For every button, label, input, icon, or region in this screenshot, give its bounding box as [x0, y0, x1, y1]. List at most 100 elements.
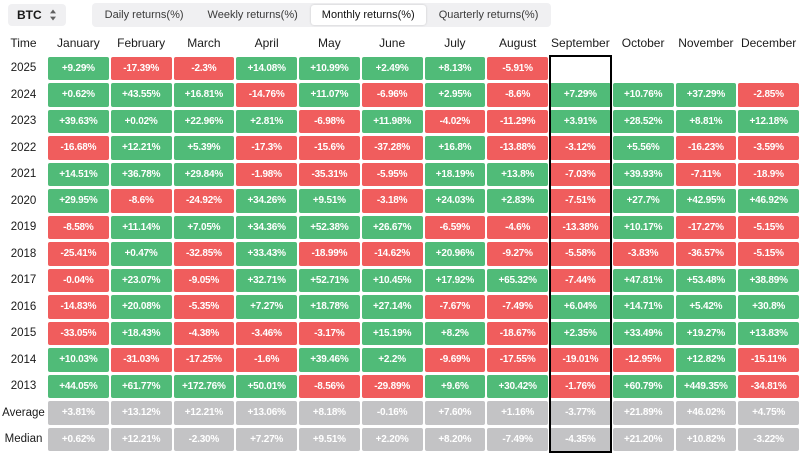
return-value: +8.2% — [424, 321, 486, 345]
return-cell: +33.43% — [235, 241, 298, 268]
return-cell: +29.84% — [173, 161, 236, 188]
return-value: +46.02% — [675, 401, 737, 425]
return-value: +12.18% — [738, 109, 799, 133]
return-cell: +0.62% — [47, 426, 110, 453]
return-cell: +34.26% — [235, 188, 298, 215]
row-label-2017: 2017 — [10, 274, 37, 287]
row-label-median: Median — [4, 433, 43, 446]
return-value: -18.99% — [299, 242, 360, 266]
return-value: -37.28% — [361, 136, 423, 160]
return-cell: +7.27% — [235, 294, 298, 321]
return-value: -1.6% — [236, 348, 297, 372]
return-cell: +14.51% — [47, 161, 110, 188]
return-value: +14.08% — [236, 56, 297, 80]
row-label-2020: 2020 — [10, 194, 37, 207]
return-value: +21.89% — [612, 401, 674, 425]
row-label-2014: 2014 — [10, 353, 37, 366]
return-cell: -18.67% — [486, 320, 549, 347]
return-value: +19.27% — [675, 321, 737, 345]
column-header-july: July — [444, 35, 466, 50]
return-cell: -19.01% — [549, 347, 612, 374]
return-value: -9.27% — [487, 242, 548, 266]
return-cell: +10.82% — [675, 426, 738, 453]
return-cell: -7.51% — [549, 188, 612, 215]
return-cell: +46.92% — [737, 188, 800, 215]
return-value: +14.71% — [612, 295, 674, 319]
return-value: +2.95% — [424, 83, 486, 107]
return-value: +8.81% — [675, 109, 737, 133]
return-cell: +50.01% — [235, 373, 298, 400]
return-value: -15.6% — [299, 136, 360, 160]
return-cell: +15.19% — [361, 320, 424, 347]
return-value: -13.38% — [550, 215, 611, 239]
return-cell: +18.78% — [298, 294, 361, 321]
tab-monthly-returns[interactable]: Monthly returns(%) — [310, 5, 426, 25]
return-value: -2.3% — [173, 56, 235, 80]
tab-daily-returns[interactable]: Daily returns(%) — [104, 9, 184, 21]
return-cell: +8.2% — [424, 320, 487, 347]
return-value: -8.58% — [48, 215, 109, 239]
return-value: +33.49% — [612, 321, 674, 345]
return-value: +22.96% — [173, 109, 235, 133]
return-cell: +52.71% — [298, 267, 361, 294]
return-cell: -15.11% — [737, 347, 800, 374]
return-cell: -8.6% — [486, 82, 549, 109]
return-cell: -3.77% — [549, 400, 612, 427]
row-label-2019: 2019 — [10, 221, 37, 234]
return-value: -4.35% — [550, 427, 611, 451]
return-value: -5.91% — [487, 56, 548, 80]
return-value: +44.05% — [48, 374, 109, 398]
return-cell: +32.71% — [235, 267, 298, 294]
return-value: +1.16% — [487, 401, 548, 425]
return-value: +17.92% — [424, 268, 486, 292]
return-cell: +0.62% — [47, 82, 110, 109]
return-value: +2.20% — [361, 427, 423, 451]
return-value: +12.21% — [110, 427, 172, 451]
return-cell: +9.51% — [298, 188, 361, 215]
return-cell: +39.93% — [612, 161, 675, 188]
return-cell: +5.42% — [675, 294, 738, 321]
return-value: +9.6% — [424, 374, 486, 398]
return-cell: -1.98% — [235, 161, 298, 188]
return-value: +24.03% — [424, 189, 486, 213]
return-value: -16.23% — [675, 136, 737, 160]
return-cell: +5.39% — [173, 135, 236, 162]
return-cell: +18.43% — [110, 320, 173, 347]
return-cell: +21.89% — [612, 400, 675, 427]
symbol-select[interactable]: BTC — [8, 4, 66, 26]
return-value: +7.27% — [236, 427, 297, 451]
return-value: +2.83% — [487, 189, 548, 213]
return-cell: +3.91% — [549, 108, 612, 135]
return-value: +172.76% — [173, 374, 235, 398]
return-cell: -13.38% — [549, 214, 612, 241]
return-value: +33.43% — [236, 242, 297, 266]
return-value: +12.82% — [675, 348, 737, 372]
return-value: +15.19% — [361, 321, 423, 345]
return-cell: -14.83% — [47, 294, 110, 321]
return-cell: +16.8% — [424, 135, 487, 162]
return-cell: +18.19% — [424, 161, 487, 188]
return-value: +29.84% — [173, 162, 235, 186]
return-cell — [737, 55, 800, 82]
return-cell: +7.27% — [235, 426, 298, 453]
return-value: -14.83% — [48, 295, 109, 319]
tab-weekly-returns[interactable]: Weekly returns(%) — [207, 9, 298, 21]
return-cell: -1.6% — [235, 347, 298, 374]
return-value: -29.89% — [361, 374, 423, 398]
return-value: -9.69% — [424, 348, 486, 372]
return-cell: +8.18% — [298, 400, 361, 427]
return-value: +27.7% — [612, 189, 674, 213]
column-header-january: January — [57, 35, 100, 50]
return-value: +20.96% — [424, 242, 486, 266]
return-value: -7.67% — [424, 295, 486, 319]
return-value: -19.01% — [550, 348, 611, 372]
return-cell: -3.59% — [737, 135, 800, 162]
return-cell: +52.38% — [298, 214, 361, 241]
return-cell: +10.03% — [47, 347, 110, 374]
column-header-april: April — [254, 35, 279, 50]
return-cell: +12.18% — [737, 108, 800, 135]
return-value: -16.68% — [48, 136, 109, 160]
tab-quarterly-returns[interactable]: Quarterly returns(%) — [438, 9, 539, 21]
return-cell: +10.17% — [612, 214, 675, 241]
return-cell: -8.6% — [110, 188, 173, 215]
